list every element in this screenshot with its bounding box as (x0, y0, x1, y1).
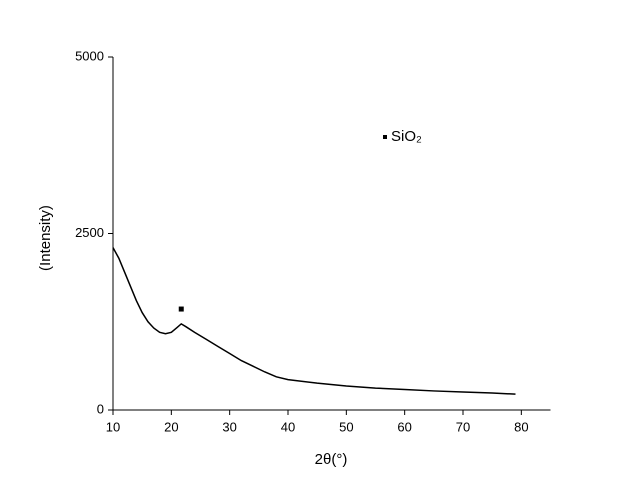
x-tick-label: 60 (397, 419, 411, 434)
peak-marker (178, 306, 184, 312)
legend-label: SiO₂ (391, 128, 422, 145)
x-tick-label: 50 (339, 419, 353, 434)
x-tick-label: 20 (164, 419, 178, 434)
x-tick-label: 30 (222, 419, 236, 434)
x-tick-label: 40 (281, 419, 295, 434)
legend-marker (383, 135, 387, 139)
x-tick-label: 70 (456, 419, 470, 434)
data-line (112, 247, 516, 395)
y-tick-label: 2500 (75, 225, 104, 240)
x-tick-label: 10 (106, 419, 120, 434)
y-tick-label: 5000 (75, 48, 104, 63)
x-axis-label: 2θ(°) (315, 451, 348, 468)
y-axis-label: (Intensity) (37, 205, 54, 271)
y-tick-label: 0 (97, 401, 104, 416)
x-tick-label: 80 (514, 419, 528, 434)
